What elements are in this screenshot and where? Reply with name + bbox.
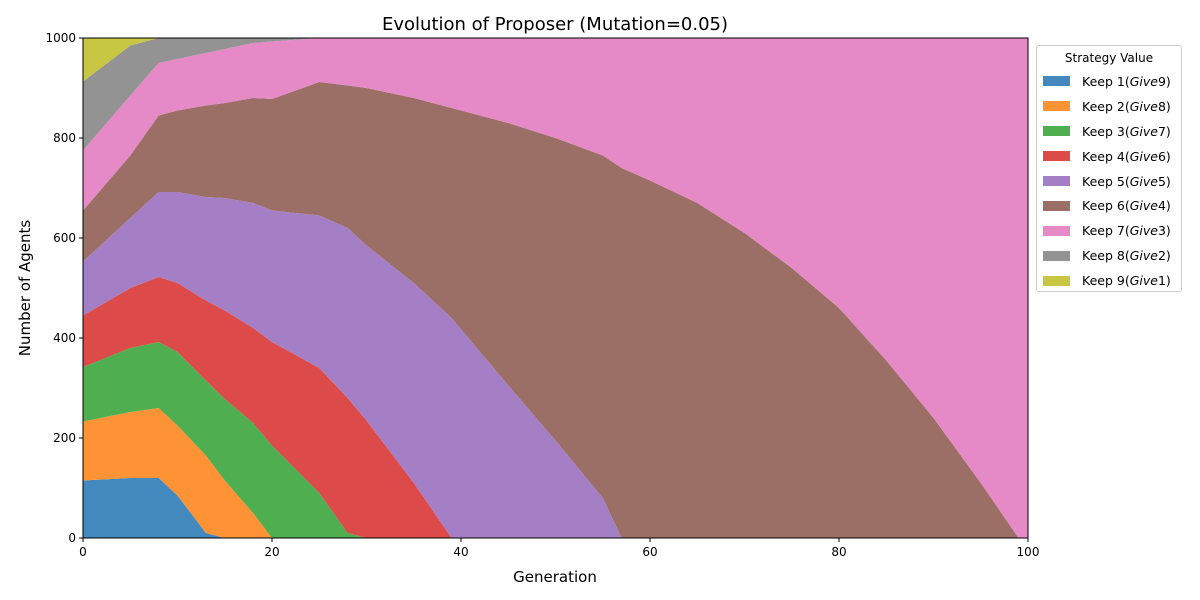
y-axis-label: Number of Agents: [16, 220, 34, 357]
legend-item: Keep 5(Give5): [1037, 169, 1181, 194]
y-tick-label: 400: [53, 331, 76, 345]
legend-swatch: [1043, 176, 1070, 186]
legend-swatch: [1043, 126, 1070, 137]
legend-label: Keep 5(Give5): [1082, 173, 1171, 189]
legend-label: Keep 9(Give1): [1082, 273, 1171, 289]
legend-label: Keep 2(Give8): [1082, 98, 1171, 114]
x-tick-label: 20: [264, 545, 279, 559]
x-axis-ticks: 0 20 40 60 80 100: [79, 538, 1039, 559]
x-tick-label: 40: [453, 545, 468, 559]
x-tick-label: 100: [1017, 545, 1040, 559]
legend: Strategy Value Keep 1(Give9) Keep 2(Give8…: [1036, 45, 1182, 292]
legend-title: Strategy Value: [1064, 51, 1154, 65]
legend-label: Keep 6(Give4): [1082, 198, 1171, 214]
area-keep-3: [83, 342, 1028, 538]
legend-items: Keep 1(Give9) Keep 2(Give8) Keep 3(Give7) K…: [1037, 69, 1181, 293]
stacked-areas: [83, 38, 1028, 538]
legend-swatch: [1043, 101, 1070, 112]
area-keep-1: [83, 478, 1028, 538]
x-tick-label: 60: [642, 545, 657, 559]
legend-swatch: [1043, 200, 1070, 211]
legend-item: Keep 1(Give9): [1037, 69, 1181, 94]
legend-item: Keep 7(Give3): [1037, 218, 1181, 243]
y-tick-label: 1000: [45, 31, 76, 45]
area-keep-5: [83, 192, 1028, 538]
legend-label: Keep 8(Give2): [1082, 248, 1171, 264]
y-tick-label: 600: [53, 231, 76, 245]
y-tick-label: 0: [68, 531, 76, 545]
area-keep-4: [83, 277, 1028, 538]
legend-swatch: [1043, 275, 1070, 286]
y-axis-ticks: 0 200 400 600 800 1000: [45, 31, 83, 545]
legend-label: Keep 4(Give6): [1082, 148, 1171, 164]
y-tick-label: 200: [53, 431, 76, 445]
legend-label: Keep 7(Give3): [1082, 223, 1171, 239]
legend-label: Keep 1(Give9): [1082, 73, 1171, 89]
legend-swatch: [1043, 250, 1070, 261]
legend-swatch: [1043, 225, 1070, 236]
legend-item: Keep 2(Give8): [1037, 94, 1181, 119]
x-tick-label: 80: [831, 545, 846, 559]
legend-label: Keep 3(Give7): [1082, 123, 1171, 139]
chart-title: Evolution of Proposer (Mutation=0.05): [382, 14, 728, 35]
x-tick-label: 0: [79, 545, 87, 559]
legend-item: Keep 9(Give1): [1037, 268, 1181, 293]
legend-item: Keep 3(Give7): [1037, 119, 1181, 144]
legend-item: Keep 6(Give4): [1037, 193, 1181, 218]
legend-item: Keep 8(Give2): [1037, 243, 1181, 268]
area-keep-8: [83, 38, 1028, 151]
x-axis-label: Generation: [513, 568, 597, 586]
legend-swatch: [1043, 76, 1070, 87]
y-tick-label: 800: [53, 131, 76, 145]
legend-item: Keep 4(Give6): [1037, 144, 1181, 169]
plot-frame: [82, 37, 1029, 539]
area-keep-7: [83, 38, 1028, 538]
area-keep-6: [83, 82, 1028, 538]
legend-swatch: [1043, 151, 1070, 162]
